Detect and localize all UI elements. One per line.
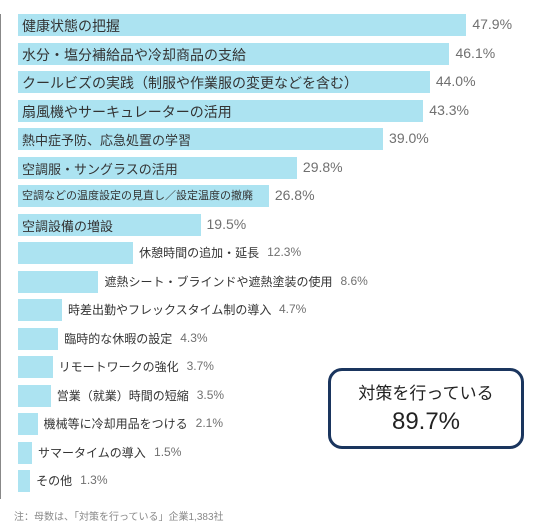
bar-percent: 47.9% — [472, 16, 512, 32]
bar-label: 水分・塩分補給品や冷却商品の支給 — [22, 45, 246, 65]
summary-callout: 対策を行っている 89.7% — [328, 368, 524, 449]
bar-percent: 29.8% — [303, 159, 343, 175]
bar-label: 扇風機やサーキュレーターの活用 — [22, 102, 232, 122]
bar — [18, 385, 51, 407]
bar — [18, 442, 32, 464]
bar-label: サマータイムの導入 — [38, 444, 146, 461]
bar-label: 空調などの温度設定の見直し／設定温度の撤廃 — [22, 187, 253, 203]
callout-title: 対策を行っている — [347, 379, 505, 404]
bar-row: 熱中症予防、応急処置の学習 39.0% — [18, 126, 546, 153]
bar-percent: 26.8% — [275, 187, 315, 203]
bar — [18, 242, 133, 264]
bar — [18, 271, 98, 293]
bar-row: 健康状態の把握 47.9% — [18, 12, 546, 39]
footnote: 注：母数は、「対策を行っている」企業1,383社 — [14, 508, 224, 523]
bar-row: 遮熱シート・ブラインドや遮熱塗装の使用 8.6% — [18, 269, 546, 296]
bar-percent: 4.7% — [279, 302, 306, 316]
bar-percent: 12.3% — [267, 245, 301, 259]
bar-row: 時差出勤やフレックスタイム制の導入 4.7% — [18, 297, 546, 324]
bar-percent: 4.3% — [180, 331, 207, 345]
bar-label: 機械等に冷却用品をつける — [44, 415, 188, 432]
bar-percent: 39.0% — [389, 130, 429, 146]
callout-value: 89.7% — [347, 408, 505, 436]
bar-row: 空調などの温度設定の見直し／設定温度の撤廃 26.8% — [18, 183, 546, 210]
bar — [18, 356, 53, 378]
bar-row: その他 1.3% — [18, 468, 546, 495]
bar — [18, 328, 58, 350]
bar — [18, 470, 30, 492]
bar-percent: 8.6% — [340, 274, 367, 288]
bar-row: 扇風機やサーキュレーターの活用 43.3% — [18, 98, 546, 125]
bar-percent: 3.7% — [187, 359, 214, 373]
y-axis — [0, 14, 1, 499]
bar-row: 空調設備の増設 19.5% — [18, 212, 546, 239]
bar-label: 臨時的な休暇の設定 — [64, 330, 172, 347]
bar-percent: 3.5% — [197, 388, 224, 402]
bar-label: 営業（就業）時間の短縮 — [57, 387, 189, 404]
bar-label: クールビズの実践（制服や作業服の変更などを含む） — [22, 73, 358, 93]
bar-label: 時差出勤やフレックスタイム制の導入 — [68, 301, 271, 318]
bar-percent: 19.5% — [207, 216, 247, 232]
bar-label: 空調服・サングラスの活用 — [22, 159, 178, 178]
bar-row: 空調服・サングラスの活用 29.8% — [18, 155, 546, 182]
bar — [18, 413, 38, 435]
bar-row: クールビズの実践（制服や作業服の変更などを含む） 44.0% — [18, 69, 546, 96]
bar-percent: 43.3% — [429, 102, 469, 118]
bar-row: 臨時的な休暇の設定 4.3% — [18, 326, 546, 353]
bar — [18, 299, 62, 321]
bar-label: 健康状態の把握 — [22, 16, 120, 36]
bar-row: 休憩時間の追加・延長 12.3% — [18, 240, 546, 267]
bar-percent: 46.1% — [455, 45, 495, 61]
bar-percent: 1.5% — [154, 445, 181, 459]
bar-label: 遮熱シート・ブラインドや遮熱塗装の使用 — [104, 273, 332, 290]
bar-percent: 2.1% — [196, 416, 223, 430]
bar-label: 空調設備の増設 — [22, 216, 113, 235]
bar-label: 休憩時間の追加・延長 — [139, 244, 259, 261]
bar-row: 水分・塩分補給品や冷却商品の支給 46.1% — [18, 41, 546, 68]
bar-percent: 1.3% — [80, 473, 107, 487]
bar-label: リモートワークの強化 — [59, 358, 179, 375]
bar-label: 熱中症予防、応急処置の学習 — [22, 130, 191, 149]
bar-percent: 44.0% — [436, 73, 476, 89]
bar-label: その他 — [36, 472, 72, 489]
